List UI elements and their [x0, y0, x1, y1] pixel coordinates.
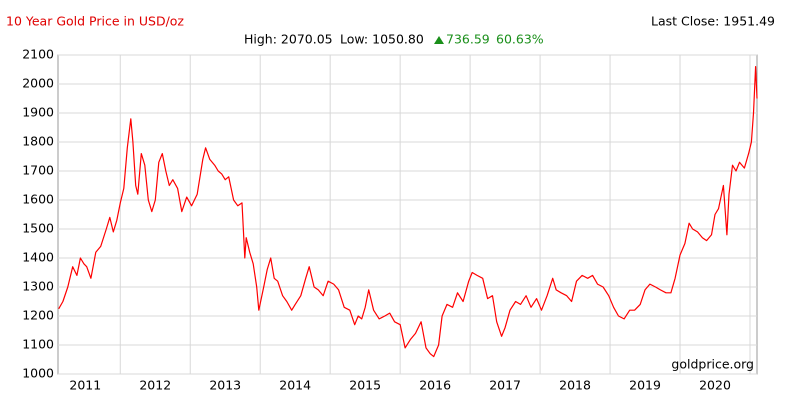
chart-title: 10 Year Gold Price in USD/oz	[6, 14, 184, 29]
x-tick-label: 2017	[489, 378, 521, 393]
last-close: Last Close: 1951.49	[651, 14, 775, 29]
y-tick-label: 1500	[22, 221, 54, 236]
y-tick-label: 1300	[22, 279, 54, 294]
price-line	[58, 66, 758, 358]
y-tick-label: 1600	[22, 192, 54, 207]
plot-area	[57, 54, 758, 375]
y-tick-label: 1700	[22, 163, 54, 178]
x-tick-label: 2019	[629, 378, 661, 393]
x-tick-label: 2020	[699, 378, 731, 393]
x-tick-label: 2016	[419, 378, 451, 393]
x-tick-label: 2012	[139, 378, 171, 393]
change: 736.59	[446, 32, 490, 47]
x-tick-label: 2018	[559, 378, 591, 393]
x-tick-label: 2013	[209, 378, 241, 393]
y-tick-label: 1900	[22, 105, 54, 120]
y-tick-label: 1400	[22, 250, 54, 265]
y-tick-label: 2000	[22, 76, 54, 91]
high: High: 2070.05	[244, 32, 333, 47]
y-tick-label: 1800	[22, 134, 54, 149]
low: Low: 1050.80	[340, 32, 424, 47]
x-tick-label: 2011	[69, 378, 101, 393]
y-tick-label: 1100	[22, 337, 54, 352]
x-tick-label: 2014	[279, 378, 311, 393]
change-pct: 60.63%	[496, 32, 544, 47]
up-arrow	[434, 36, 444, 44]
y-tick-label: 1200	[22, 308, 54, 323]
watermark: goldprice.org	[671, 357, 754, 372]
y-tick-label: 2100	[22, 47, 54, 62]
x-tick-label: 2015	[349, 378, 381, 393]
y-tick-label: 1000	[22, 366, 54, 381]
